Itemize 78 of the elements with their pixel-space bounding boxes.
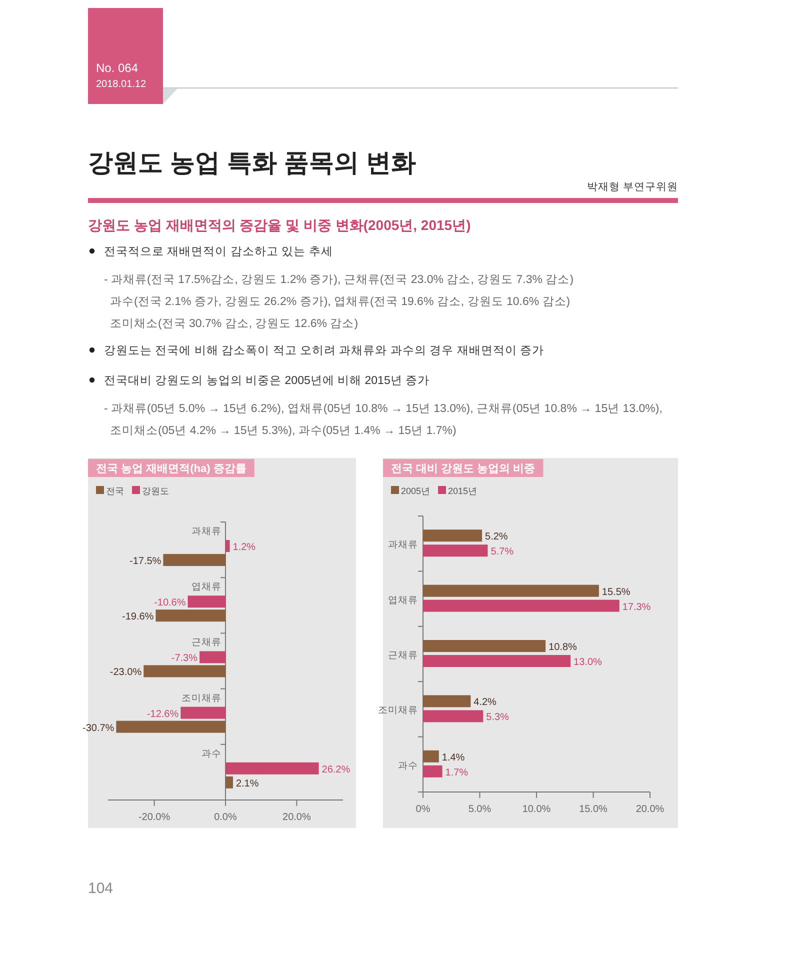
y-tick-label: 조미채류 — [378, 705, 418, 716]
bar — [156, 610, 226, 622]
bar — [423, 750, 439, 762]
data-label: -30.7% — [82, 722, 114, 734]
y-tick-label: 조미채류 — [182, 692, 222, 704]
y-tick-label: 엽채류 — [388, 594, 418, 606]
x-tick-label: 0.0% — [214, 812, 238, 823]
bar — [200, 651, 226, 664]
y-tick-label: 근채류 — [192, 637, 222, 648]
bar — [423, 584, 599, 597]
data-label: 10.8% — [548, 642, 578, 653]
data-label: 17.3% — [622, 602, 651, 613]
text: 과수(전국 2.1% 증가, 강원도 26.2% 증가), 엽채류(전국 19.6% 감소, 강원도 10.6% 감소) — [110, 296, 570, 308]
y-tick-label: 과채류 — [388, 540, 418, 551]
y-tick-label: 과수 — [398, 760, 418, 772]
text: - 과채류(05년 5.0% → 15년 6.2%), 엽채류(05년 10.8% → 15년 13.0%), 근채류(05년 10.8% → 15년 13.0%), — [104, 403, 662, 415]
data-label: -10.6% — [154, 598, 186, 609]
bar — [423, 640, 546, 652]
bar — [116, 720, 226, 733]
data-label: -23.0% — [110, 667, 142, 678]
data-label: 2.1% — [236, 778, 259, 790]
bar — [423, 655, 571, 667]
legend-label: 2015년 — [448, 486, 478, 496]
bar — [423, 710, 484, 722]
data-label: 1.2% — [232, 542, 256, 553]
y-tick-label: 과채류 — [192, 526, 222, 537]
text: 전국대비 강원도의 농업의 비중은 2005년에 비해 2015년 증가 — [104, 375, 430, 387]
data-label: 5.2% — [485, 532, 508, 543]
data-label: -19.6% — [122, 612, 154, 623]
bar — [423, 695, 471, 708]
x-tick-label: 20.0% — [282, 812, 311, 823]
data-label: 15.5% — [602, 586, 630, 598]
text: 강원도 농업 특화 품목의 변화 — [88, 149, 416, 177]
text: - 과채류(전국 17.5%감소, 강원도 1.2% 증가), 근채류(전국 23.0% 감소, 강원도 7.3% 감소) — [104, 274, 574, 286]
bar — [163, 554, 226, 566]
x-tick-label: 10.0% — [522, 804, 551, 815]
bar — [226, 776, 233, 788]
legend-label: 2005년 — [401, 486, 430, 496]
data-label: -7.3% — [171, 653, 198, 664]
bar — [180, 706, 226, 719]
text: No. 064 — [96, 61, 138, 75]
y-tick-label: 근채류 — [388, 650, 418, 661]
bar — [423, 544, 488, 557]
bar — [144, 665, 226, 678]
chart-title: 전국 대비 강원도 농업의 비중 — [391, 463, 536, 475]
y-tick-label: 과수 — [202, 748, 222, 760]
bar — [423, 765, 442, 778]
bar — [188, 596, 226, 608]
text: 2018.01.12 — [96, 79, 146, 90]
text: 강원도 농업 재배면적의 증감율 및 비중 변화(2005년, 2015년) — [88, 217, 471, 233]
text: 전국적으로 재배면적이 감소하고 있는 추세 — [104, 246, 333, 258]
data-label: 5.7% — [490, 546, 514, 558]
text: 104 — [88, 880, 114, 897]
x-tick-label: -20.0% — [138, 812, 170, 823]
y-tick-label: 엽채류 — [192, 582, 222, 593]
chart-title: 전국 농업 재배면적(ha) 증감률 — [96, 463, 246, 475]
data-label: 1.7% — [445, 767, 468, 778]
bar — [226, 762, 319, 774]
x-tick-label: 5.0% — [468, 804, 492, 815]
bar — [423, 530, 482, 542]
text: 강원도는 전국에 비해 감소폭이 적고 오히려 과채류와 과수의 경우 재배면적이 증가 — [104, 345, 544, 357]
text: 조미채소(전국 30.7% 감소, 강원도 12.6% 감소) — [110, 318, 358, 330]
legend-label: 전국 — [106, 486, 124, 496]
bar — [226, 540, 230, 552]
data-label: -12.6% — [146, 708, 179, 720]
data-label: -17.5% — [130, 556, 162, 567]
data-label: 5.3% — [486, 712, 510, 724]
bar — [423, 600, 620, 612]
x-tick-label: 0% — [416, 804, 430, 815]
data-label: 13.0% — [574, 657, 602, 668]
data-label: 1.4% — [442, 752, 465, 764]
x-tick-label: 15.0% — [579, 804, 608, 815]
text: 박재형 부연구위원 — [587, 181, 678, 193]
legend-label: 강원도 — [142, 486, 169, 496]
data-label: 4.2% — [474, 697, 497, 708]
text: 조미채소(05년 4.2% → 15년 5.3%), 과수(05년 1.4% → 15년 1.7%) — [110, 425, 456, 437]
data-label: 26.2% — [322, 764, 350, 776]
x-tick-label: 20.0% — [636, 804, 664, 815]
